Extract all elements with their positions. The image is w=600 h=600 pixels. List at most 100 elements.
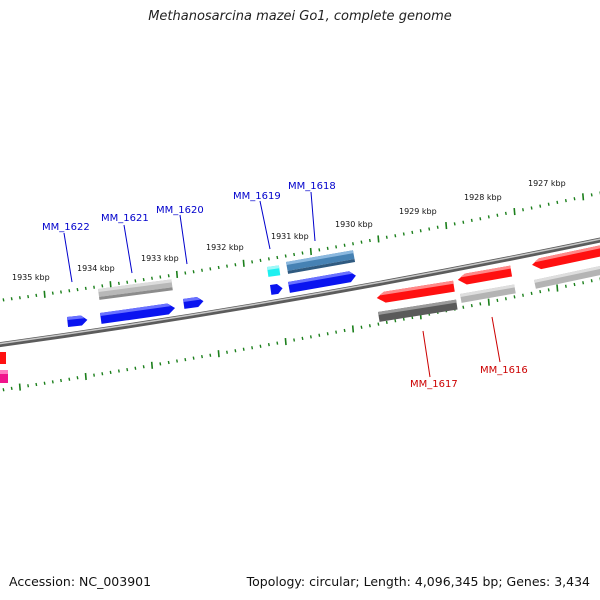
forward-gene-labels: MM_1622 MM_1621 MM_1620 MM_1619 MM_1618 [42, 181, 336, 283]
genome-backbone-highlight [0, 238, 600, 345]
minor-tick [318, 333, 321, 337]
minor-tick [76, 376, 79, 380]
gene-feature[interactable] [457, 265, 513, 286]
minor-tick [209, 267, 212, 271]
gene-label-mm-1622[interactable]: MM_1622 [42, 222, 90, 233]
genome-backbone [0, 237, 600, 348]
leader-line [63, 232, 73, 283]
reverse-gene-labels: MM_1617 MM_1616 [410, 316, 528, 390]
gene-label-mm-1617[interactable]: MM_1617 [410, 379, 458, 390]
minor-tick [192, 356, 195, 360]
minor-tick [51, 380, 54, 384]
major-tick [445, 222, 448, 230]
leader-line [422, 330, 431, 378]
gene-label-mm-1620[interactable]: MM_1620 [156, 205, 204, 216]
gene-feature[interactable] [378, 299, 458, 322]
gene-feature[interactable] [183, 296, 204, 309]
minor-tick [293, 338, 296, 342]
map-title: Methanosarcina mazei Go1, complete genom… [148, 9, 452, 24]
ruler-label: 1928 kbp [464, 193, 502, 202]
major-tick [556, 284, 559, 292]
gene-label-mm-1616[interactable]: MM_1616 [480, 365, 528, 376]
minor-tick [360, 325, 363, 329]
gene-feature[interactable] [270, 283, 283, 295]
minor-tick [318, 248, 321, 252]
minor-tick [184, 271, 187, 275]
minor-tick [242, 347, 245, 351]
minor-tick [151, 276, 153, 280]
minor-tick [10, 386, 13, 391]
minor-tick [167, 360, 170, 365]
minor-tick [326, 332, 329, 336]
leader-line [179, 214, 188, 265]
gene-feature[interactable] [286, 250, 356, 274]
minor-tick [419, 229, 422, 233]
minor-tick [226, 350, 228, 354]
minor-tick [117, 281, 120, 286]
major-tick [43, 290, 46, 298]
minor-tick [573, 282, 576, 287]
ruler-label: 1935 kbp [12, 273, 50, 282]
minor-tick [368, 324, 371, 328]
minor-tick [35, 293, 38, 298]
minor-tick [51, 291, 54, 295]
minor-tick [377, 322, 380, 326]
gene-label-mm-1619[interactable]: MM_1619 [233, 191, 281, 202]
minor-tick [496, 298, 499, 303]
minor-tick [590, 193, 593, 197]
minor-tick [27, 294, 30, 299]
gene-label-mm-1621[interactable]: MM_1621 [101, 213, 149, 224]
minor-tick [530, 291, 533, 296]
minor-tick [251, 346, 254, 350]
minor-tick [2, 298, 5, 302]
gene-feature[interactable] [67, 315, 88, 327]
minor-tick [217, 265, 220, 270]
major-tick [513, 208, 516, 216]
minor-tick [27, 384, 30, 388]
minor-tick [267, 257, 270, 261]
forward-strand-genes [67, 250, 357, 327]
minor-tick [251, 260, 254, 264]
gene-feature[interactable] [460, 284, 516, 303]
minor-tick [402, 317, 405, 321]
major-tick [377, 235, 380, 243]
gene-label-mm-1618[interactable]: MM_1618 [288, 181, 336, 192]
minor-tick [556, 200, 559, 205]
minor-tick [126, 367, 129, 372]
gene-feature[interactable] [288, 270, 357, 293]
gene-feature[interactable] [0, 352, 8, 383]
minor-tick [402, 232, 405, 236]
minor-tick [462, 305, 465, 309]
minor-tick [394, 319, 397, 323]
minor-tick [301, 251, 304, 255]
ruler-reverse-ticks [2, 277, 600, 392]
minor-tick [167, 274, 170, 278]
minor-tick [93, 373, 95, 377]
minor-tick [159, 362, 162, 366]
minor-tick [436, 225, 439, 229]
minor-tick [564, 284, 567, 288]
minor-tick [60, 378, 62, 383]
minor-tick [487, 215, 490, 219]
leader-line [259, 200, 271, 250]
minor-tick [18, 296, 21, 300]
gene-feature[interactable] [100, 303, 176, 324]
minor-tick [234, 349, 237, 353]
minor-tick [201, 268, 203, 272]
minor-tick [343, 243, 346, 247]
minor-tick [209, 353, 212, 357]
gene-feature[interactable] [98, 279, 173, 300]
gene-feature[interactable] [531, 243, 600, 270]
gene-feature[interactable] [534, 263, 600, 289]
minor-tick [309, 335, 312, 339]
minor-tick [479, 302, 482, 306]
minor-tick [101, 372, 104, 376]
gene-feature[interactable] [267, 265, 281, 277]
major-tick [582, 193, 585, 201]
gene-feature[interactable] [376, 280, 455, 304]
minor-tick [2, 388, 5, 392]
minor-tick [394, 234, 397, 238]
minor-tick [385, 235, 388, 239]
minor-tick [101, 284, 104, 288]
ruler-label: 1931 kbp [271, 232, 309, 241]
